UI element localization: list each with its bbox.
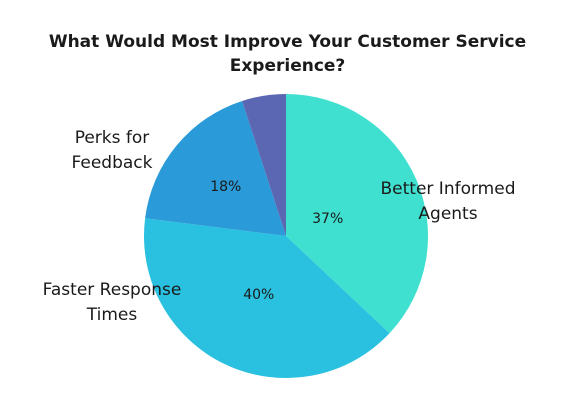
- slice-category-label-2-line-1: Feedback: [72, 153, 153, 173]
- pie-slice-2: [145, 100, 286, 236]
- slice-value-label-0: 37%: [312, 211, 343, 227]
- pie-slice-0: [286, 94, 429, 334]
- chart-title-line-2: Experience?: [229, 56, 346, 76]
- pie-slice-3: [242, 94, 286, 236]
- slice-category-label-1-line-1: Times: [86, 305, 138, 325]
- slice-value-label-2: 18%: [210, 179, 241, 195]
- pie-slice-1: [143, 218, 390, 379]
- pie-category-labels: Better Informed Agents Faster Response Time…: [43, 128, 516, 325]
- chart-title-line-1: What Would Most Improve Your Customer Se…: [48, 32, 527, 52]
- slice-category-label-1-line-0: Faster Response: [43, 280, 182, 300]
- pie-value-labels: 37% 40% 18%: [210, 179, 343, 303]
- slice-value-label-1: 40%: [243, 287, 274, 303]
- chart-title: What Would Most Improve Your Customer Se…: [0, 30, 575, 78]
- slice-category-label-0-line-1: Agents: [418, 204, 477, 224]
- slice-category-label-0-line-0: Better Informed: [381, 179, 516, 199]
- slice-category-label-2-line-0: Perks for: [75, 128, 150, 148]
- pie-slices: [143, 94, 429, 379]
